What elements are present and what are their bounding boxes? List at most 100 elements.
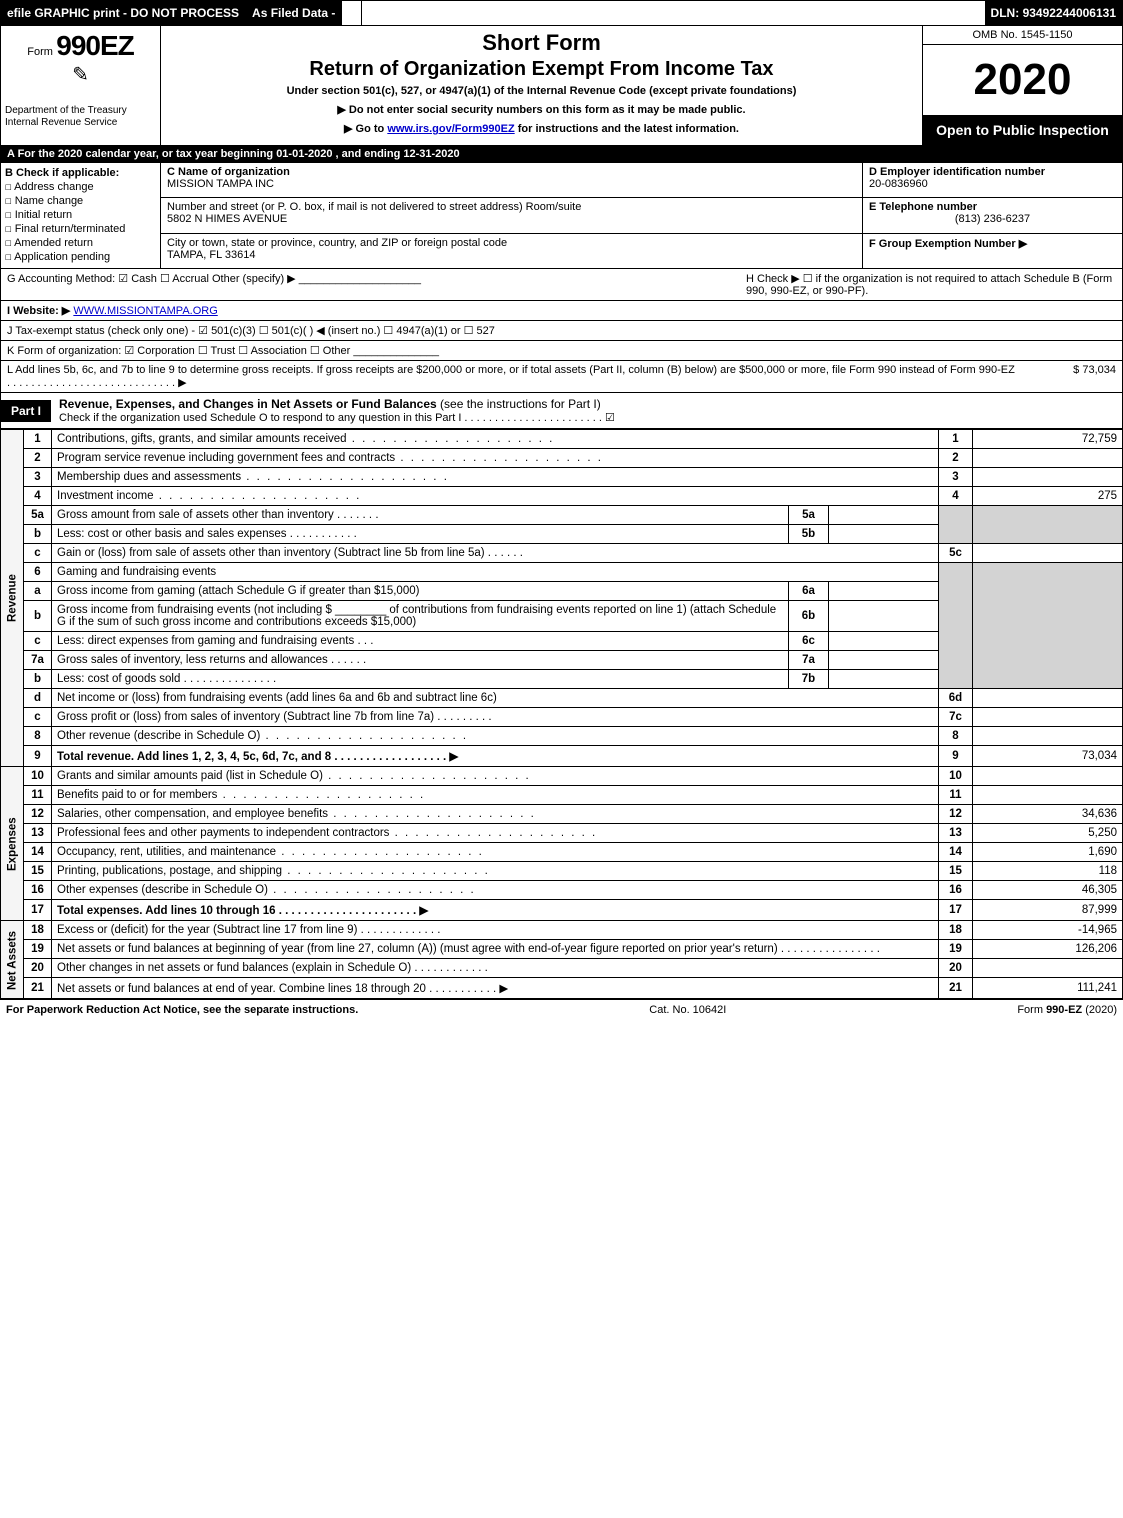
l7a-sv (829, 651, 939, 670)
d-ein: D Employer identification number 20-0836… (863, 163, 1122, 198)
chk-initial[interactable]: ☐ Initial return (5, 208, 156, 221)
chk-pending[interactable]: ☐ Application pending (5, 250, 156, 263)
l14-amt: 1,690 (973, 843, 1123, 862)
line-9: 9 Total revenue. Add lines 1, 2, 3, 4, 5… (1, 746, 1123, 767)
l20-num: 20 (24, 959, 52, 978)
line-17: 17 Total expenses. Add lines 10 through … (1, 900, 1123, 921)
l20-desc: Other changes in net assets or fund bala… (52, 959, 939, 978)
l8-amt (973, 727, 1123, 746)
chk-amended[interactable]: ☐ Amended return (5, 236, 156, 249)
l15-amt: 118 (973, 862, 1123, 881)
l1-lc: 1 (939, 430, 973, 449)
l14-desc: Occupancy, rent, utilities, and maintena… (52, 843, 939, 862)
l17-amt: 87,999 (973, 900, 1123, 921)
line-15: 15 Printing, publications, postage, and … (1, 862, 1123, 881)
l-value: $ 73,034 (1016, 364, 1116, 389)
l5a-sub: 5a (789, 506, 829, 525)
dln: DLN: 93492244006131 (985, 1, 1122, 25)
l1-num: 1 (24, 430, 52, 449)
f-group: F Group Exemption Number ▶ (863, 234, 1122, 268)
c-name: C Name of organization MISSION TAMPA INC (161, 163, 862, 198)
row-l: L Add lines 5b, 6c, and 7b to line 9 to … (0, 361, 1123, 393)
l7a-desc: Gross sales of inventory, less returns a… (52, 651, 789, 670)
header-center: Short Form Return of Organization Exempt… (161, 26, 922, 145)
l6c-num: c (24, 632, 52, 651)
chk-initial-label: Initial return (15, 209, 72, 221)
e-value: (813) 236-6237 (869, 213, 1116, 225)
b-label: B Check if applicable: (5, 167, 156, 179)
l16-num: 16 (24, 881, 52, 900)
l6b-sub: 6b (789, 601, 829, 632)
line-6d: d Net income or (loss) from fundraising … (1, 689, 1123, 708)
line-6: 6 Gaming and fundraising events (1, 563, 1123, 582)
chk-address[interactable]: ☐ Address change (5, 180, 156, 193)
dln-label: DLN: (991, 6, 1020, 20)
l4-amt: 275 (973, 487, 1123, 506)
l13-desc: Professional fees and other payments to … (52, 824, 939, 843)
instr-goto-prefix: ▶ Go to (344, 123, 387, 135)
d-label: D Employer identification number (869, 166, 1116, 178)
l6b-num: b (24, 601, 52, 632)
line-20: 20 Other changes in net assets or fund b… (1, 959, 1123, 978)
h-check: H Check ▶ ☐ if the organization is not r… (736, 272, 1116, 297)
l20-lc: 20 (939, 959, 973, 978)
line-4: 4 Investment income 4 275 (1, 487, 1123, 506)
chk-final[interactable]: ☐ Final return/terminated (5, 222, 156, 235)
l5a-amtgrey (973, 506, 1123, 544)
chk-name[interactable]: ☐ Name change (5, 194, 156, 207)
dln-value: 93492244006131 (1023, 6, 1116, 20)
open-public-badge: Open to Public Inspection (923, 115, 1122, 145)
l17-desc: Total expenses. Add lines 10 through 16 … (52, 900, 939, 921)
l2-lc: 2 (939, 449, 973, 468)
l14-num: 14 (24, 843, 52, 862)
line-5c: c Gain or (loss) from sale of assets oth… (1, 544, 1123, 563)
l6b-sv (829, 601, 939, 632)
l21-amt: 111,241 (973, 978, 1123, 999)
form-header: Form 990EZ ✎ Department of the Treasury … (0, 26, 1123, 146)
l7b-num: b (24, 670, 52, 689)
g-accounting: G Accounting Method: ☑ Cash ☐ Accrual Ot… (7, 272, 736, 297)
l6a-sub: 6a (789, 582, 829, 601)
instr-goto: ▶ Go to www.irs.gov/Form990EZ for instru… (171, 122, 912, 135)
l11-num: 11 (24, 786, 52, 805)
instr-ssn: ▶ Do not enter social security numbers o… (171, 103, 912, 116)
l6-num: 6 (24, 563, 52, 582)
form-number: 990EZ (56, 30, 134, 61)
l5c-desc: Gain or (loss) from sale of assets other… (52, 544, 939, 563)
footer-right: Form 990-EZ (2020) (1017, 1004, 1117, 1016)
l5a-desc: Gross amount from sale of assets other t… (52, 506, 789, 525)
l9-amt: 73,034 (973, 746, 1123, 767)
line-1: Revenue 1 Contributions, gifts, grants, … (1, 430, 1123, 449)
l5c-num: c (24, 544, 52, 563)
l7c-desc: Gross profit or (loss) from sales of inv… (52, 708, 939, 727)
instr-goto-link[interactable]: www.irs.gov/Form990EZ (387, 123, 514, 135)
line-3: 3 Membership dues and assessments 3 (1, 468, 1123, 487)
l5b-num: b (24, 525, 52, 544)
d-value: 20-0836960 (869, 178, 1116, 190)
l6d-amt (973, 689, 1123, 708)
l18-num: 18 (24, 921, 52, 940)
line-21: 21 Net assets or fund balances at end of… (1, 978, 1123, 999)
l3-lc: 3 (939, 468, 973, 487)
col-b: B Check if applicable: ☐ Address change … (1, 163, 161, 268)
l5a-sv (829, 506, 939, 525)
row-a: A For the 2020 calendar year, or tax yea… (0, 146, 1123, 163)
row-k: K Form of organization: ☑ Corporation ☐ … (0, 341, 1123, 361)
l6-desc: Gaming and fundraising events (52, 563, 939, 582)
l6-lcgrey (939, 563, 973, 689)
page-footer: For Paperwork Reduction Act Notice, see … (0, 999, 1123, 1020)
efile-label: efile GRAPHIC print - DO NOT PROCESS (1, 1, 246, 25)
l6-amtgrey (973, 563, 1123, 689)
i-website-link[interactable]: WWW.MISSIONTAMPA.ORG (73, 305, 217, 317)
l3-num: 3 (24, 468, 52, 487)
l19-num: 19 (24, 940, 52, 959)
chk-amended-label: Amended return (14, 237, 93, 249)
l12-lc: 12 (939, 805, 973, 824)
l4-num: 4 (24, 487, 52, 506)
l2-desc: Program service revenue including govern… (52, 449, 939, 468)
l8-num: 8 (24, 727, 52, 746)
l18-amt: -14,965 (973, 921, 1123, 940)
l9-desc: Total revenue. Add lines 1, 2, 3, 4, 5c,… (52, 746, 939, 767)
c-city-value: TAMPA, FL 33614 (167, 249, 856, 261)
chk-final-label: Final return/terminated (15, 223, 126, 235)
